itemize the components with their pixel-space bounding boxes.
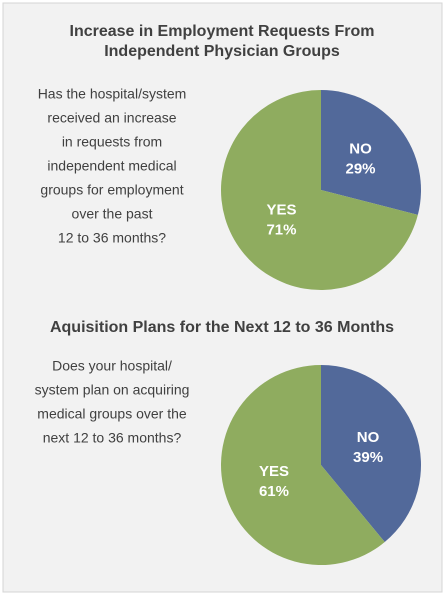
question-line: in requests from xyxy=(62,134,162,150)
question-line: system plan on acquiring xyxy=(35,382,190,398)
slice-category: NO xyxy=(357,429,380,446)
slice-value: 29% xyxy=(345,160,375,177)
question-line: 12 to 36 months? xyxy=(58,230,166,246)
chart-title: Aquisition Plans for the Next 12 to 36 M… xyxy=(50,319,394,336)
pie-slice xyxy=(321,90,421,215)
chart-title: Independent Physician Groups xyxy=(104,43,340,60)
question-line: groups for employment xyxy=(40,182,183,198)
slice-value: 61% xyxy=(259,483,289,500)
question-line: received an increase xyxy=(47,110,176,126)
question-line: over the past xyxy=(72,206,153,222)
slice-category: YES xyxy=(266,202,296,219)
pie-slice xyxy=(221,365,385,565)
slice-category: NO xyxy=(349,140,372,157)
question-line: Does your hospital/ xyxy=(52,358,172,374)
pie-slice xyxy=(321,365,421,543)
slice-value: 71% xyxy=(266,222,296,239)
slice-category: YES xyxy=(259,463,289,480)
chart-title: Increase in Employment Requests From xyxy=(70,23,375,40)
slice-value: 39% xyxy=(353,449,383,466)
question-line: Has the hospital/system xyxy=(38,86,187,102)
question-line: independent medical xyxy=(47,158,176,174)
question-line: medical groups over the xyxy=(37,406,187,422)
pie-slice xyxy=(221,90,418,291)
question-line: next 12 to 36 months? xyxy=(43,430,182,446)
